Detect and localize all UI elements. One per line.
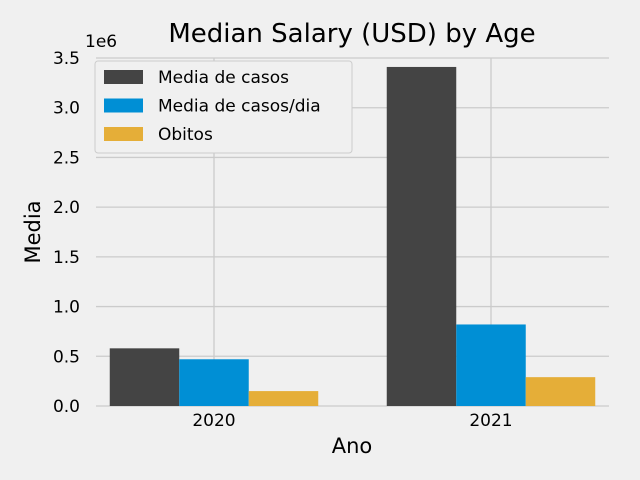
y-tick-label: 0.5	[53, 347, 80, 367]
x-axis-ticks: 2020 2021	[192, 411, 512, 431]
y-tick-label: 2.0	[53, 198, 80, 218]
legend-swatch	[104, 70, 143, 84]
bar	[179, 359, 249, 406]
bar	[109, 348, 180, 406]
bar	[386, 66, 457, 406]
chart-title: Median Salary (USD) by Age	[168, 19, 535, 49]
x-axis-label: Ano	[332, 434, 373, 458]
y-offset-label: 1e6	[85, 32, 117, 52]
bar	[248, 391, 319, 406]
y-tick-label: 2.5	[53, 148, 80, 168]
y-axis-ticks: 0.0 0.5 1.0 1.5 2.0 2.5 3.0 3.5	[53, 49, 80, 417]
bars	[109, 66, 596, 406]
y-tick-label: 0.0	[53, 397, 80, 417]
legend-box	[94, 60, 353, 154]
x-tick-label: 2021	[469, 411, 512, 431]
legend: Media de casos Media de casos/dia Obitos	[94, 60, 353, 154]
legend-label: Obitos	[158, 125, 213, 145]
legend-swatch	[104, 98, 143, 113]
bar	[456, 324, 526, 406]
y-tick-label: 3.0	[53, 99, 80, 119]
y-axis-label: Media	[21, 200, 45, 263]
legend-swatch	[104, 127, 143, 141]
y-tick-label: 1.5	[53, 248, 80, 268]
legend-label: Media de casos	[158, 68, 289, 88]
y-tick-label: 1.0	[53, 298, 80, 318]
bar	[525, 377, 596, 406]
y-tick-label: 3.5	[53, 49, 80, 69]
legend-label: Media de casos/dia	[158, 97, 321, 117]
x-tick-label: 2020	[192, 411, 235, 431]
